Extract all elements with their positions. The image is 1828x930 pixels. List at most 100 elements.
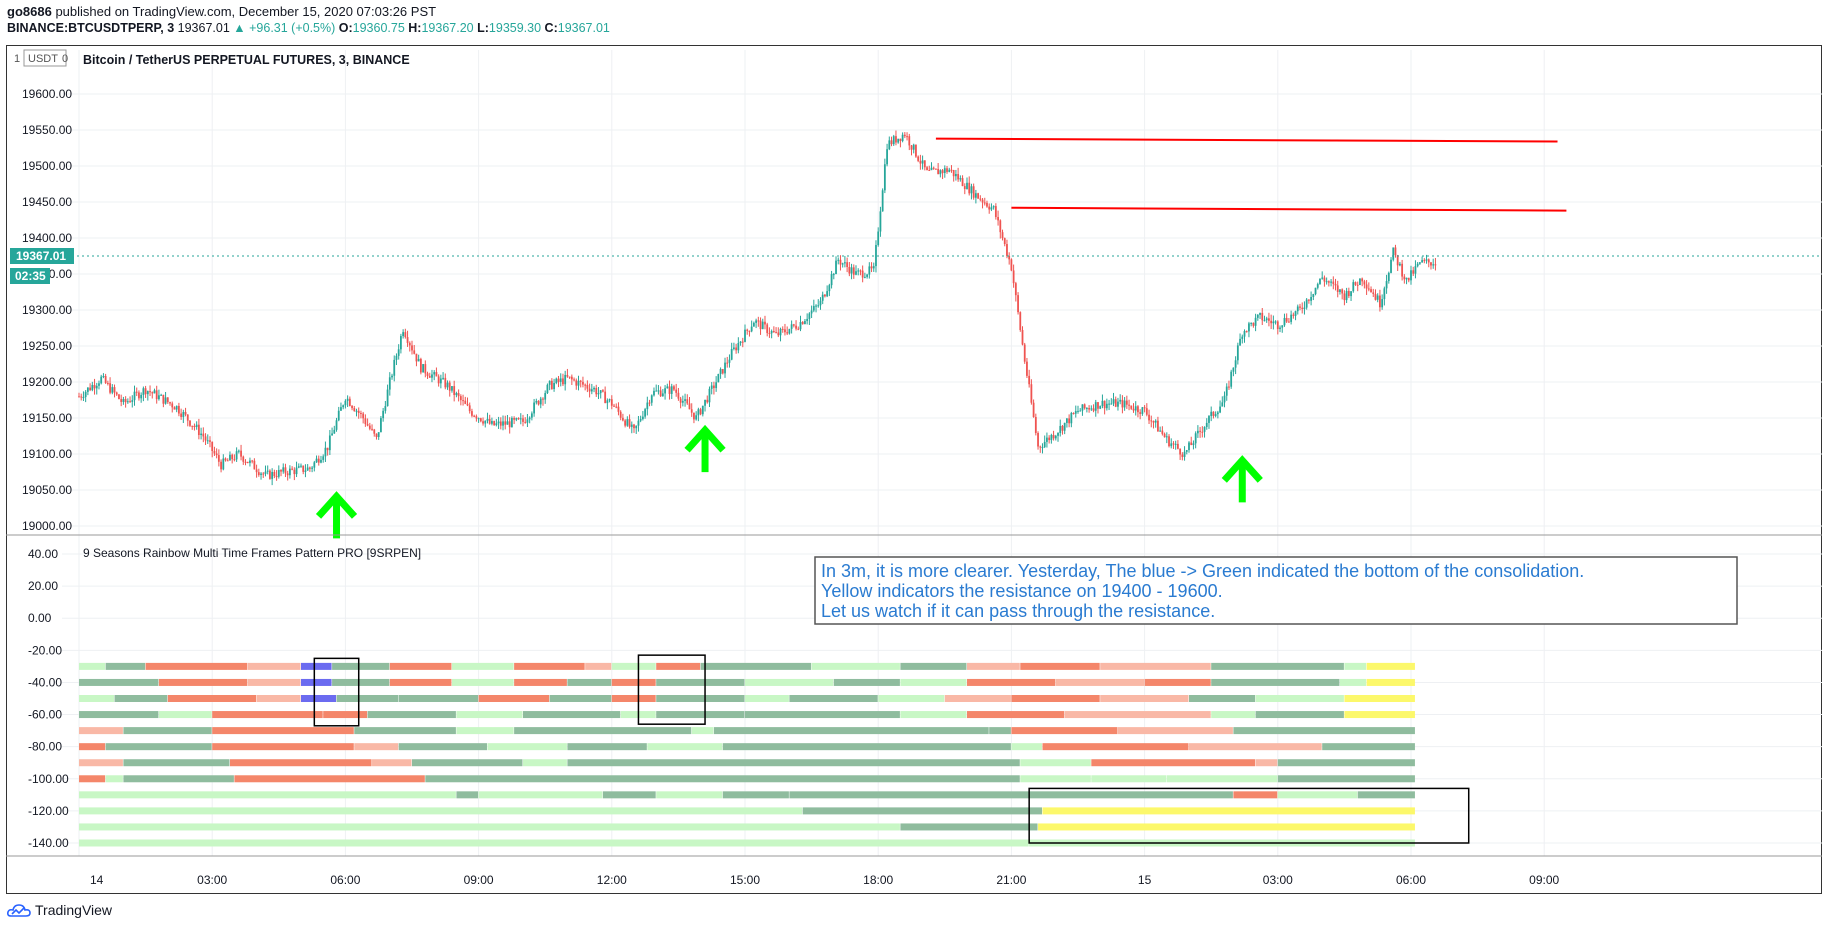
candle-body xyxy=(1163,433,1166,438)
candle-body xyxy=(297,466,300,468)
price-axis: 19600.00 19550.00 19500.00 19450.00 19400.00… xyxy=(22,87,72,533)
rainbow-segment xyxy=(713,727,989,735)
candle-body xyxy=(1263,320,1266,322)
candle-body xyxy=(883,164,886,191)
candle-body xyxy=(579,380,582,382)
candle-body xyxy=(1392,247,1395,260)
candle-body xyxy=(775,332,777,334)
candle-body xyxy=(100,376,103,384)
candle-body xyxy=(628,419,631,427)
candle-body xyxy=(832,274,835,276)
candle-body xyxy=(324,447,327,457)
rainbow-segment xyxy=(79,662,106,670)
candle-body xyxy=(204,436,207,441)
candle-body xyxy=(801,322,804,325)
candle-body xyxy=(355,410,358,412)
candle-body xyxy=(633,424,635,429)
candle-body xyxy=(673,386,675,390)
price-tick-label: 19600.00 xyxy=(22,87,72,101)
candle-body xyxy=(1152,421,1155,423)
candle-body xyxy=(211,441,214,452)
candle-body xyxy=(661,393,664,397)
candle-body xyxy=(666,386,669,389)
candle-body xyxy=(539,398,542,405)
candle-body xyxy=(1083,404,1086,409)
candle-body xyxy=(1350,291,1352,297)
candle-body xyxy=(173,407,176,410)
candle-body xyxy=(86,387,89,392)
candle-body xyxy=(182,411,185,417)
candle-body xyxy=(1194,433,1197,444)
candle-body xyxy=(1390,259,1392,273)
candle-body xyxy=(679,398,682,403)
rainbow-segment xyxy=(389,662,452,670)
rainbow-segment xyxy=(900,678,967,686)
candle-body xyxy=(1288,321,1290,323)
candle-body xyxy=(1117,401,1119,407)
rainbow-segment xyxy=(372,759,412,767)
candle-body xyxy=(1383,288,1386,300)
candle-body xyxy=(797,328,800,330)
candle-body xyxy=(770,331,773,334)
rainbow-segment xyxy=(944,695,1011,702)
candle-body xyxy=(257,472,260,475)
candle-body xyxy=(222,458,225,470)
candle-body xyxy=(835,260,837,275)
author-name[interactable]: go8686 xyxy=(7,4,52,19)
rainbow-segment xyxy=(389,678,452,686)
price-tick-label: 19150.00 xyxy=(22,411,72,425)
chart-canvas[interactable]: 19600.00 19550.00 19500.00 19450.00 19400.00… xyxy=(0,0,1828,900)
candle-body xyxy=(1363,281,1366,285)
candle-body xyxy=(710,385,713,389)
candle-body xyxy=(548,380,551,385)
candle-body xyxy=(1128,404,1130,406)
candle-body xyxy=(1154,420,1157,423)
rainbow-segment xyxy=(1166,775,1278,783)
candle-body xyxy=(348,398,351,406)
rainbow-segment xyxy=(611,695,656,702)
candle-body xyxy=(1061,425,1064,431)
candle-body xyxy=(342,405,345,408)
candle-body xyxy=(1054,435,1057,439)
candle-body xyxy=(708,388,711,403)
candle-body xyxy=(706,399,709,403)
rainbow-segment xyxy=(789,791,1233,799)
rainbow-segment xyxy=(567,759,1020,767)
candle-body xyxy=(269,470,271,479)
candle-body xyxy=(1427,259,1430,263)
candle-body xyxy=(140,394,143,399)
candle-body xyxy=(1094,402,1097,411)
candle-body xyxy=(1418,262,1421,264)
rainbow-segment xyxy=(332,662,390,670)
candle-body xyxy=(715,382,718,389)
tradingview-logo[interactable]: TradingView xyxy=(7,902,112,918)
candle-body xyxy=(1352,282,1355,292)
candle-body xyxy=(304,470,307,472)
candle-body xyxy=(111,387,114,393)
candle-body xyxy=(861,270,864,278)
candle-body xyxy=(417,358,420,362)
rainbow-segment xyxy=(1277,791,1358,799)
rainbow-segment xyxy=(1255,711,1344,719)
time-tick-label: 09:00 xyxy=(1529,873,1559,887)
candle-body xyxy=(1316,284,1319,288)
currency-badge-text: USDT xyxy=(28,53,58,65)
candle-body xyxy=(1292,314,1295,316)
candle-body xyxy=(426,373,429,376)
candle-body xyxy=(1410,270,1412,281)
rainbow-segment xyxy=(478,791,603,799)
candle-body xyxy=(217,455,220,462)
candle-body xyxy=(113,387,116,393)
candle-body xyxy=(158,395,160,400)
rainbow-segment xyxy=(79,775,106,783)
candle-body xyxy=(1041,447,1044,449)
candle-body xyxy=(1361,278,1364,282)
candle-body xyxy=(608,399,611,401)
candle-body xyxy=(242,456,245,462)
candle-body xyxy=(784,329,786,333)
candle-body xyxy=(1307,299,1310,301)
candle-body xyxy=(812,305,815,311)
rainbow-segment xyxy=(234,775,425,783)
candle-body xyxy=(1030,384,1033,403)
candle-body xyxy=(988,206,991,210)
